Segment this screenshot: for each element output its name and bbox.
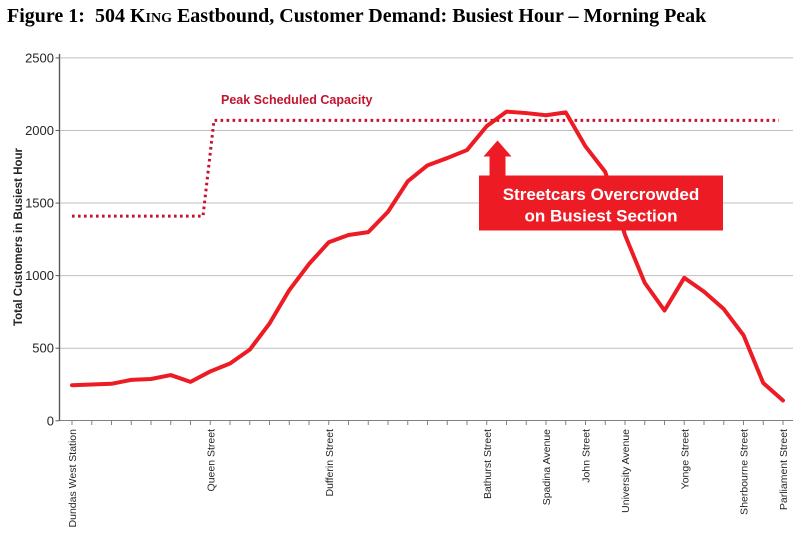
x-tick-label: Yonge Street [679,429,691,489]
figure-title-prefix: Figure 1: 504 [7,5,130,27]
y-tick-label: 2500 [25,50,54,65]
x-tick-label: John Street [581,429,593,483]
x-tick-label: Bathurst Street [482,429,494,499]
callout-box [479,175,723,231]
y-tick-label: 1500 [25,196,54,211]
y-axis-title: Total Customers in Busiest Hour [13,147,25,326]
x-tick-label: Dufferin Street [324,429,336,497]
capacity-label: Peak Scheduled Capacity [221,93,373,107]
figure-title: Figure 1: 504 King Eastbound, Customer D… [7,5,799,28]
callout-text-line2: on Busiest Section [524,207,677,226]
x-tick-label: Queen Street [205,429,217,492]
callout-up-arrow-icon [483,140,512,178]
figure-title-suffix: Eastbound, Customer Demand: Busiest Hour… [171,5,707,27]
x-tick-label: University Avenue [620,429,632,513]
x-tick-label: Parliament Street [778,429,790,510]
y-tick-label: 2000 [25,123,54,138]
x-tick-label: Dundas West Station [67,429,79,528]
y-tick-label: 1000 [25,268,54,283]
demand-line [70,109,785,403]
x-tick-label: Sherbourne Street [739,429,751,515]
figure-title-route: King [129,5,172,27]
x-tick-label: Spadina Avenue [541,429,553,505]
y-tick-label: 0 [47,413,54,428]
y-tick-label: 500 [32,341,54,356]
callout-text-line1: Streetcars Overcrowded [503,185,700,204]
